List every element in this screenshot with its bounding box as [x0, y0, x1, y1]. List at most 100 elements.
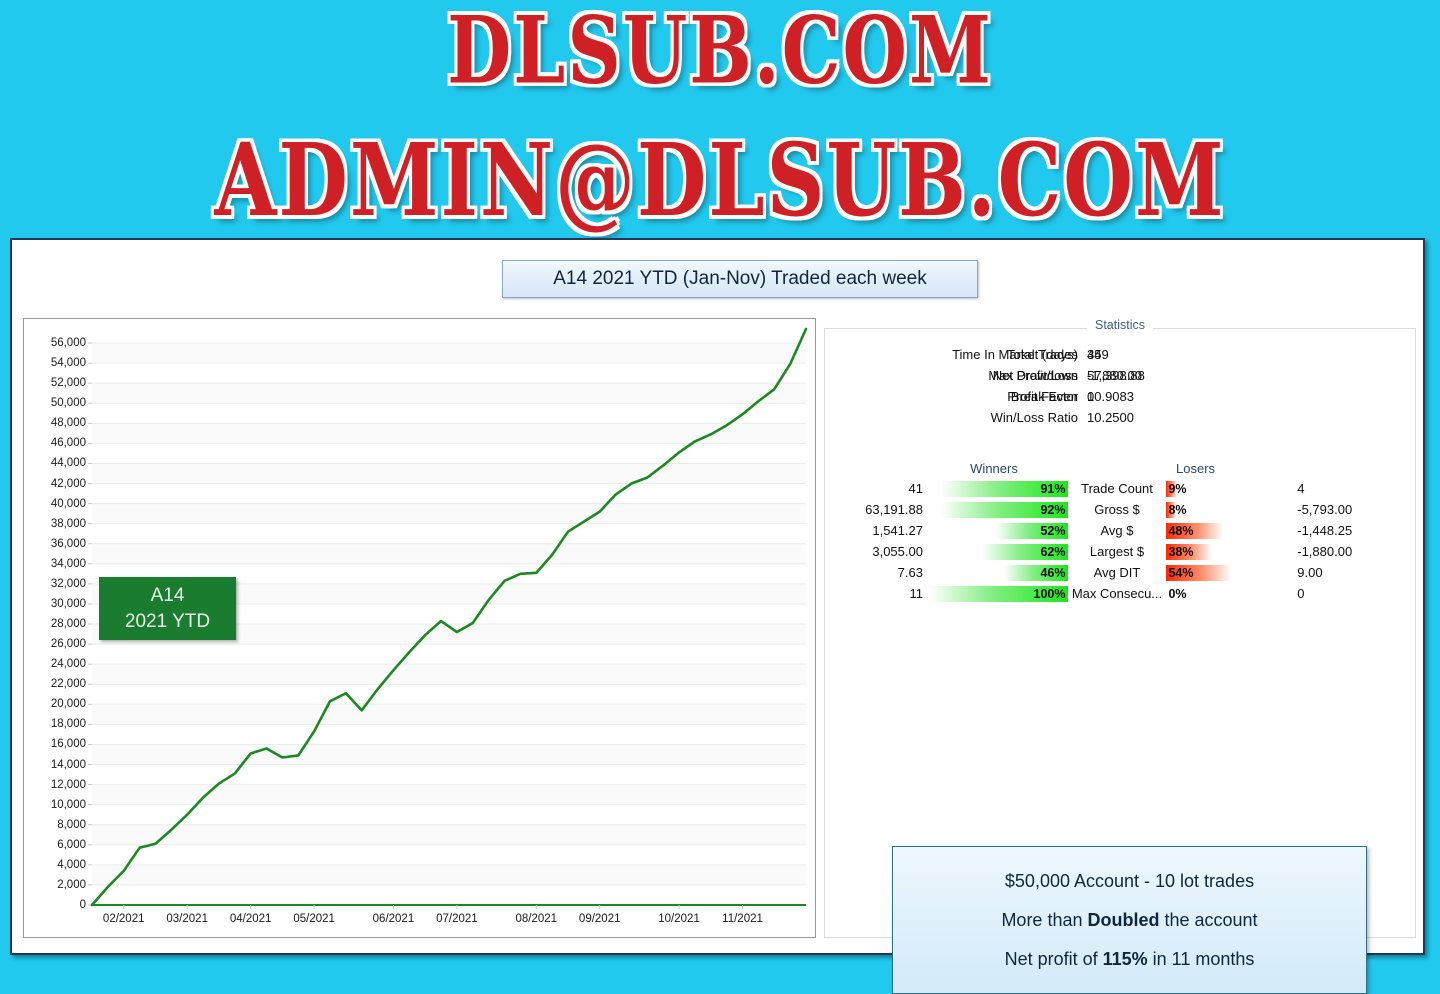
winner-bar-fill: [941, 480, 1068, 497]
metric-label: Avg $: [1100, 523, 1134, 538]
winner-percent: 62%: [1040, 544, 1066, 559]
account-line-1: $50,000 Account - 10 lot trades: [1004, 870, 1255, 891]
y-axis-tick-label: 48,000: [50, 417, 86, 430]
y-axis-tick-label: 14,000: [50, 758, 86, 771]
x-axis-tick-label: 03/2021: [166, 913, 208, 925]
account-line-2-prefix: More than: [1001, 909, 1088, 930]
loser-value: -1,880.00: [1297, 544, 1353, 559]
x-axis-tick-label: 02/2021: [102, 913, 145, 925]
page-title: A14 2021 YTD (Jan-Nov) Traded each week: [502, 260, 978, 298]
winner-bar: 52%: [929, 522, 1068, 539]
stat-row: Break Even 0: [824, 386, 1416, 407]
stat-label: Win/Loss Ratio: [990, 410, 1078, 425]
x-axis-tick-label: 10/2021: [658, 913, 700, 925]
winner-value: 63,191.88: [865, 502, 923, 517]
metric-label: Max Consecu...: [1071, 586, 1163, 601]
loser-value: -5,793.00: [1297, 502, 1353, 517]
y-axis-tick-label: 16,000: [50, 738, 86, 751]
stat-label: Net Profit/Loss: [992, 368, 1078, 383]
chart-plot-area: [88, 327, 808, 909]
y-axis-tick-label: 36,000: [50, 537, 86, 550]
account-line-3-prefix: Net profit of: [1004, 948, 1103, 969]
loser-bar-fill: [1166, 564, 1231, 581]
winners-losers-rows: 41 91% Trade Count 9% 4 63,191.88 92% Gross $ 8%…: [824, 478, 1416, 604]
account-line-3: Net profit of 115% in 11 months: [1005, 949, 1255, 970]
y-axis-tick-label: 52,000: [50, 377, 86, 390]
loser-percent: 38%: [1168, 544, 1194, 559]
winners-losers-table: Winners Losers 41 91% Trade Count 9% 4 63,191…: [824, 458, 1416, 604]
winner-bar: 100%: [928, 585, 1068, 602]
y-axis-tick-label: 10,000: [50, 798, 86, 811]
winner-bar-fill: [995, 522, 1068, 539]
stat-value: 10.9083: [1087, 389, 1134, 404]
metric-label: Trade Count: [1081, 481, 1153, 496]
y-axis-tick-label: 0: [79, 899, 86, 911]
loser-percent: 8%: [1168, 502, 1187, 517]
stat-row: Profit Factor 10.9083: [824, 386, 1416, 407]
table-row: 1,541.27 52% Avg $ 48% -1,448.25: [824, 520, 1416, 541]
winner-value: 11: [909, 586, 923, 601]
winner-bar-fill: [1003, 564, 1068, 581]
report-panel: A14 2021 YTD (Jan-Nov) Traded each week …: [10, 238, 1425, 994]
loser-bar: 54%: [1166, 564, 1285, 581]
stat-label: Time In Market (days): [952, 347, 1078, 362]
stat-row: Time In Market (days) 349: [824, 344, 1416, 365]
stat-label: Max Drawdown: [988, 368, 1078, 383]
account-line-2-emphasis: Doubled: [1087, 909, 1160, 930]
winner-value: 1,541.27: [872, 523, 923, 538]
x-axis-tick-label: 06/2021: [372, 913, 415, 925]
loser-bar: 0%: [1166, 586, 1285, 602]
loser-percent: 48%: [1168, 523, 1194, 538]
y-axis-tick-label: 4,000: [57, 858, 86, 871]
metric-label: Largest $: [1089, 544, 1145, 559]
y-axis-tick-label: 40,000: [50, 497, 86, 510]
winner-bar-fill: [981, 543, 1068, 560]
stat-row: Net Profit/Loss 57,398.88: [824, 365, 1416, 386]
loser-percent: 54%: [1168, 565, 1194, 580]
y-axis-tick-label: 2,000: [57, 878, 86, 891]
loser-bar-fill: [1166, 543, 1212, 560]
stat-value: 10.2500: [1087, 410, 1134, 425]
x-axis-tick-label: 09/2021: [578, 913, 621, 925]
stat-value: 57,398.88: [1087, 368, 1145, 383]
winner-percent: 52%: [1040, 523, 1066, 538]
y-axis-tick-label: 30,000: [50, 597, 86, 610]
winner-bar: 92%: [929, 501, 1068, 518]
loser-percent: 9%: [1168, 481, 1187, 496]
winner-percent: 92%: [1040, 502, 1066, 517]
y-axis-tick-label: 56,000: [50, 337, 86, 350]
winner-value: 3,055.00: [872, 544, 923, 559]
metric-label: Gross $: [1094, 502, 1140, 517]
y-axis-tick-label: 54,000: [50, 357, 86, 370]
y-axis-tick-label: 20,000: [50, 698, 86, 711]
y-axis-tick-label: 42,000: [50, 477, 86, 490]
x-axis-tick-label: 08/2021: [515, 913, 558, 925]
winner-bar: 62%: [929, 543, 1068, 560]
loser-bar-fill: [1166, 501, 1176, 518]
winner-bar-fill: [928, 585, 1068, 602]
stat-value: 349: [1087, 347, 1109, 362]
winner-value: 7.63: [897, 565, 923, 580]
loser-bar: 9%: [1166, 480, 1285, 497]
y-axis-tick-label: 26,000: [50, 638, 86, 651]
loser-value: 0: [1297, 586, 1305, 601]
statistics-summary-top: Total Trades 45 Net Profit/Loss 57,398.88 Pr…: [824, 344, 1416, 428]
account-line-3-suffix: in 11 months: [1147, 948, 1255, 969]
y-axis-tick-label: 22,000: [50, 678, 86, 691]
y-axis-tick-label: 46,000: [50, 437, 86, 450]
table-row: 7.63 46% Avg DIT 54% 9.00: [824, 562, 1416, 583]
loser-value: 9.00: [1297, 565, 1323, 580]
y-axis-tick-label: 50,000: [50, 397, 86, 410]
loser-percent: 0%: [1168, 586, 1187, 601]
watermark-email-text: ADMIN@DLSUB.COM: [214, 121, 1226, 239]
stat-label: Profit Factor: [1007, 389, 1078, 404]
loser-bar: 38%: [1166, 543, 1285, 560]
winners-column-header: Winners: [970, 460, 1018, 476]
y-axis-tick-label: 12,000: [50, 778, 86, 791]
stat-row: Win/Loss Ratio 10.2500: [824, 407, 1416, 428]
y-axis-tick-label: 6,000: [57, 838, 86, 851]
winners-losers-header: Winners Losers: [824, 458, 1416, 478]
winner-bar: 91%: [929, 480, 1068, 497]
loser-value: 4: [1297, 481, 1305, 496]
stat-value: 0: [1087, 389, 1095, 404]
